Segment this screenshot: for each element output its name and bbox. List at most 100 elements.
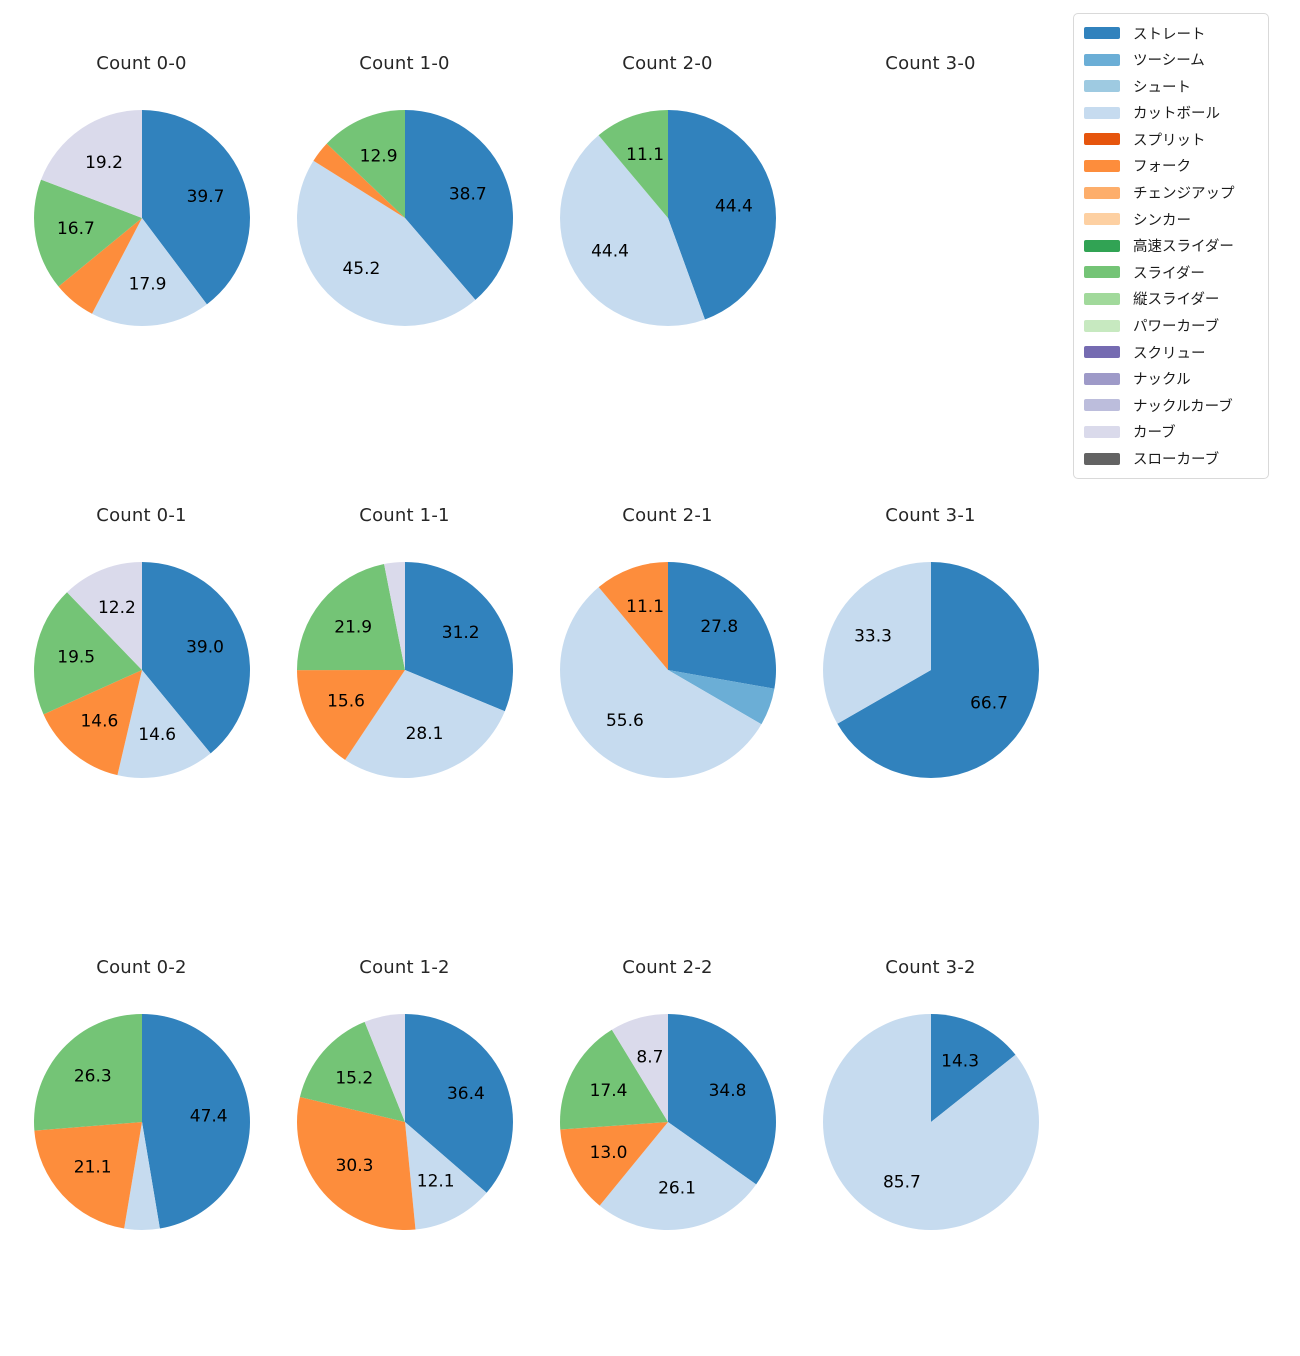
pie-slice-label: 11.1 [626,145,664,165]
chart-title: Count 3-1 [885,505,976,526]
legend-item: 縦スライダー [1084,289,1260,309]
pie-slice [40,110,142,218]
pie-slice [33,1122,142,1229]
pie-slice-label: 11.1 [626,597,664,617]
legend-label: カーブ [1133,425,1176,442]
pie-chart: 39.0 14.6 14.6 19.5 12.2 [33,562,250,779]
pie-chart-cell-count-1-2: Count 1-2 36.4 12.1 30.3 15.2 [273,904,536,1356]
legend-item: スライダー [1084,262,1260,282]
pie-slice [667,670,774,725]
pie-chart: 47.4 21.1 26.3 [33,1014,250,1231]
legend-label: シュート [1133,79,1191,96]
legend-label: ストレート [1133,26,1206,43]
pie-slice [33,1014,142,1131]
pie-wrap [799,103,1062,333]
pie-slice [404,1014,513,1193]
pie-slice [123,1122,160,1231]
pie-slice-label: 27.8 [700,617,738,637]
pie-wrap: 66.7 33.3 [799,555,1062,785]
pie-slice [930,1014,1015,1122]
pie-slice-label: 66.7 [970,694,1008,714]
pie-slice-label: 28.1 [405,724,443,744]
pie-slice [667,562,776,689]
pie-wrap: 31.2 28.1 15.6 21.9 [273,555,536,785]
pie-chart: 39.7 17.9 16.7 19.2 [33,110,250,326]
pie-slice [33,592,142,715]
pie-chart: 14.3 85.7 [822,1014,1039,1230]
legend-label: スプリット [1133,132,1206,149]
legend-color-swatch [1084,159,1120,172]
legend-label: 縦スライダー [1133,292,1220,309]
legend-label: スローカーブ [1133,452,1220,468]
legend: ストレート ツーシーム シュート カットボール スプリット フォーク チェンジアップ シンカー… [1073,13,1269,479]
chart-title: Count 0-1 [96,505,187,526]
pie-slice-label: 19.2 [85,153,123,173]
pie-slice-label: 26.3 [73,1067,111,1087]
pie-slice-label: 19.5 [57,647,95,667]
pie-slice [611,1014,668,1122]
pie-slice-label: 36.4 [446,1084,484,1104]
pie-slice-label: 12.9 [359,147,397,167]
legend-item: ナックルカーブ [1084,395,1260,415]
legend-color-swatch [1084,53,1120,66]
pie-wrap: 39.7 17.9 16.7 19.2 [10,103,273,333]
legend-item: シンカー [1084,209,1260,229]
pie-wrap: 47.4 21.1 26.3 [10,1007,273,1237]
legend-item: チェンジアップ [1084,183,1260,203]
legend-color-swatch [1084,80,1120,93]
legend-label: スクリュー [1133,345,1206,362]
pie-chart: 34.8 26.1 13.0 17.4 8.7 [559,1014,776,1231]
pie-slice [141,110,250,305]
pie-slice-label: 44.4 [714,196,752,216]
pie-slice [667,110,776,320]
pie-slice [296,670,405,760]
pie-chart-cell-count-0-0: Count 0-0 39.7 17.9 16.7 19.2 [10,0,273,452]
legend-item: スローカーブ [1084,449,1260,469]
pie-chart: 66.7 33.3 [822,562,1039,778]
legend-item: シュート [1084,76,1260,96]
legend-item: スクリュー [1084,342,1260,362]
pie-slice-label: 85.7 [882,1172,920,1192]
legend-color-swatch [1084,372,1120,385]
pie-wrap: 38.7 45.2 12.9 [273,103,536,333]
legend-color-swatch [1084,346,1120,359]
pie-slice-label: 39.0 [186,637,224,657]
pie-slice-label: 26.1 [658,1178,696,1198]
pie-slice-label: 17.9 [128,275,166,295]
pie-slice-label: 30.3 [335,1156,373,1176]
legend-item: ナックル [1084,369,1260,389]
chart-title: Count 1-1 [359,505,450,526]
pie-slice-label: 15.2 [335,1068,373,1088]
pie-slice-label: 33.3 [854,627,892,647]
chart-title: Count 0-2 [96,957,187,978]
legend-label: チェンジアップ [1133,186,1235,203]
pie-wrap: 34.8 26.1 13.0 17.4 8.7 [536,1007,799,1237]
chart-title: Count 3-0 [885,53,976,74]
pie-slice [141,562,250,754]
pie-slice [43,670,142,776]
pie-slice [296,1096,415,1231]
legend-color-swatch [1084,186,1120,199]
pie-chart-cell-count-3-1: Count 3-1 66.7 33.3 [799,452,1062,904]
pie-slice-label: 21.9 [334,618,372,638]
pie-slice [836,562,1039,778]
legend-color-swatch [1084,292,1120,305]
pie-chart-empty [816,103,1046,333]
chart-title: Count 2-1 [622,505,713,526]
legend-item: ストレート [1084,23,1260,43]
pie-slice-label: 17.4 [589,1081,627,1101]
pie-slice [91,218,207,326]
pie-slice-label: 31.2 [441,623,479,643]
chart-title: Count 0-0 [96,53,187,74]
pie-chart-cell-count-3-2: Count 3-2 14.3 85.7 [799,904,1062,1356]
legend-item: 高速スライダー [1084,236,1260,256]
chart-title: Count 1-2 [359,957,450,978]
pie-slice [559,1029,668,1130]
legend-label: スライダー [1133,265,1205,282]
legend-color-swatch [1084,452,1120,465]
pie-slice-label: 14.3 [941,1052,979,1072]
legend-item: ツーシーム [1084,50,1260,70]
legend-label: ツーシーム [1133,53,1205,70]
legend-item: パワーカーブ [1084,316,1260,336]
pie-slice-label: 34.8 [708,1081,746,1101]
